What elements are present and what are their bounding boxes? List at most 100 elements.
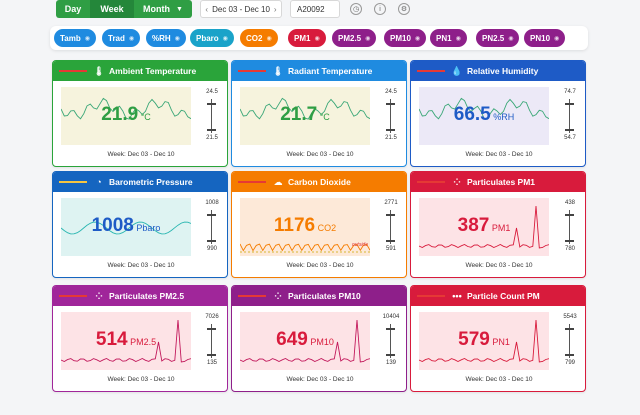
metric-pill-pn10[interactable]: PN10 ◉ <box>524 29 566 47</box>
metric-pill-trad[interactable]: Trad ◉ <box>102 29 141 47</box>
value-unit: PN1 <box>489 337 510 347</box>
sensor-id-label: A20092 <box>297 4 325 14</box>
scale-bar <box>211 210 212 244</box>
current-value: 1008 Pbaro <box>61 215 191 237</box>
thermometer-icon: 🌡 <box>93 65 105 76</box>
card-title: Relative Humidity <box>467 66 539 76</box>
metric-pill-rh[interactable]: %RH ◉ <box>146 29 186 47</box>
range-scale: 1008 990 <box>201 200 223 254</box>
trend-line-chart <box>419 205 549 249</box>
date-range-selector[interactable]: ‹ Dec 03 - Dec 10 › <box>200 0 282 18</box>
header-accent-line <box>238 295 266 297</box>
metric-pill-label: PN1 <box>436 33 452 43</box>
range-scale: 74.7 54.7 <box>559 89 581 143</box>
card-title: Particle Count PM <box>467 291 540 301</box>
card-caption: Week: Dec 03 - Dec 10 <box>286 151 354 158</box>
card-header: ☁ Carbon Dioxide <box>232 172 406 192</box>
target-icon: ◉ <box>174 35 180 42</box>
metric-pill-pn1[interactable]: PN1 ◉ <box>430 29 467 47</box>
scale-bar <box>211 99 212 133</box>
scale-marker <box>386 354 395 356</box>
value-unit: PM1 <box>489 223 511 233</box>
metric-card-particulates-pm10[interactable]: ⁘ Particulates PM10 649 PM10 10404 139 Week: … <box>231 285 407 392</box>
trend-line <box>419 205 549 249</box>
target-icon: ◉ <box>222 35 228 42</box>
metric-pill-pbaro[interactable]: Pbaro ◉ <box>190 29 234 47</box>
current-value: 649 PM10 <box>240 329 370 351</box>
scale-marker <box>207 328 216 330</box>
metric-card-relative-humidity[interactable]: 💧 Relative Humidity 66.5 %RH 74.7 54.7 Week: … <box>410 60 586 167</box>
card-title: Carbon Dioxide <box>288 177 351 187</box>
range-scale: 24.5 21.5 <box>380 89 402 143</box>
current-value: 579 PN1 <box>419 329 549 351</box>
month-dropdown[interactable]: Month ▼ <box>134 0 192 18</box>
target-icon: ◉ <box>128 35 135 42</box>
metric-pill-tamb[interactable]: Tamb ◉ <box>54 29 96 47</box>
scale-min: 139 <box>385 360 396 366</box>
trend-plot: 21.9 °C <box>61 87 191 145</box>
target-icon: ◉ <box>455 35 461 42</box>
metric-pill-label: PN10 <box>530 33 551 43</box>
header-accent-line <box>59 181 87 183</box>
trend-plot: 649 PM10 <box>240 312 370 370</box>
card-title: Particulates PM10 <box>288 291 361 301</box>
metric-pill-pn25[interactable]: PN2.5 ◉ <box>476 29 520 47</box>
scale-min: 135 <box>206 360 217 366</box>
metric-card-radiant-temperature[interactable]: 🌡 Radiant Temperature 21.7 °C 24.5 21.5 Week:… <box>231 60 407 167</box>
metric-pill-pm25[interactable]: PM2.5 ◉ <box>332 29 377 47</box>
scale-max: 74.7 <box>564 89 576 95</box>
card-title: Ambient Temperature <box>109 66 197 76</box>
metric-card-ambient-temperature[interactable]: 🌡 Ambient Temperature 21.9 °C 24.5 21.5 Week:… <box>52 60 228 167</box>
metric-card-particulates-pm2-5[interactable]: ⁘ Particulates PM2.5 514 PM2.5 7026 135 Week:… <box>52 285 228 392</box>
value-unit: PM2.5 <box>127 337 157 347</box>
scale-marker <box>565 129 574 131</box>
value-number: 579 <box>458 329 490 350</box>
metric-pill-co2[interactable]: CO2 ◉ <box>240 29 278 47</box>
metric-card-barometric-pressure[interactable]: ◔ Barometric Pressure 1008 Pbaro 1008 990 Wee… <box>52 171 228 278</box>
metric-pill-label: PN2.5 <box>482 33 505 43</box>
scale-marker <box>565 103 574 105</box>
chevron-down-icon: ▼ <box>176 5 183 13</box>
sensor-select[interactable]: A20092 <box>290 0 340 18</box>
scale-marker <box>386 103 395 105</box>
card-title: Barometric Pressure <box>109 177 193 187</box>
value-number: 387 <box>457 215 490 236</box>
target-icon: ◉ <box>266 35 272 42</box>
trend-plot: 387 PM1 <box>419 198 549 256</box>
value-number: 1008 <box>91 215 134 236</box>
metric-card-carbon-dioxide[interactable]: ☁ Carbon Dioxide 1176 CO2 outside 2771 591 Wee… <box>231 171 407 278</box>
chevron-left-icon[interactable]: ‹ <box>205 4 209 14</box>
week-label: Week <box>100 4 124 14</box>
metric-card-particulates-pm1[interactable]: ⁘ Particulates PM1 387 PM1 438 780 Week: Dec … <box>410 171 586 278</box>
plot-background <box>61 198 191 256</box>
card-caption: Week: Dec 03 - Dec 10 <box>465 376 533 383</box>
scale-bar <box>390 210 391 244</box>
trend-line-chart <box>240 319 370 363</box>
value-unit: %RH <box>490 112 515 122</box>
trend-line <box>61 221 191 235</box>
card-caption: Week: Dec 03 - Dec 10 <box>107 376 175 383</box>
week-button[interactable]: Week <box>90 0 134 18</box>
metric-card-particle-count-pm[interactable]: ••• Particle Count PM 579 PN1 5543 799 Week: … <box>410 285 586 392</box>
scale-max: 1008 <box>205 200 219 206</box>
settings-icon[interactable]: ⚙ <box>398 3 410 15</box>
metric-pill-pm1[interactable]: PM1 ◉ <box>288 29 326 47</box>
dots-icon: ••• <box>452 291 462 301</box>
card-header: ⁘ Particulates PM2.5 <box>53 286 227 306</box>
scale-bar <box>390 324 391 358</box>
trend-plot: 66.5 %RH <box>419 87 549 145</box>
chevron-right-icon[interactable]: › <box>273 4 277 14</box>
metric-pill-pm10[interactable]: PM10 ◉ <box>384 29 427 47</box>
clock-icon[interactable]: ◷ <box>350 3 362 15</box>
scale-marker <box>207 354 216 356</box>
metric-pill-label: %RH <box>152 33 171 43</box>
current-value: 514 PM2.5 <box>61 329 191 351</box>
day-button[interactable]: Day <box>56 0 90 18</box>
info-icon[interactable]: i <box>374 3 386 15</box>
card-caption: Week: Dec 03 - Dec 10 <box>465 151 533 158</box>
current-value: 21.7 °C <box>240 104 370 126</box>
card-caption: Week: Dec 03 - Dec 10 <box>107 262 175 269</box>
scale-bar <box>211 324 212 358</box>
scale-marker <box>207 103 216 105</box>
trend-line <box>419 319 549 363</box>
